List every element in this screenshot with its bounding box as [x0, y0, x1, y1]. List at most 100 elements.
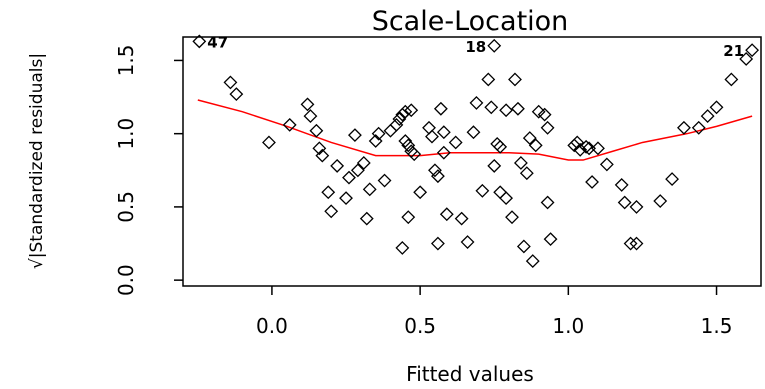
data-point — [629, 199, 644, 214]
data-point — [395, 240, 410, 255]
data-point — [356, 156, 371, 170]
data-point — [522, 131, 537, 145]
data-point — [413, 185, 428, 200]
data-point — [466, 125, 481, 140]
data-point — [407, 147, 422, 162]
data-point — [579, 139, 594, 154]
data-point — [300, 97, 315, 112]
data-point — [629, 236, 644, 251]
data-point — [262, 135, 276, 150]
data-point — [508, 72, 522, 87]
data-point — [469, 95, 484, 110]
data-point — [392, 112, 407, 126]
data-point — [623, 236, 638, 251]
data-point — [229, 87, 244, 102]
data-point — [454, 211, 469, 226]
data-point — [383, 123, 398, 138]
data-point — [537, 107, 552, 122]
data-point — [540, 195, 555, 210]
x-tick-label: 1.0 — [552, 314, 584, 338]
data-point — [724, 72, 739, 87]
y-tick-label: 1.5 — [114, 45, 138, 77]
data-point — [436, 125, 451, 140]
data-point — [487, 158, 502, 173]
data-point — [745, 43, 760, 58]
data-point — [309, 123, 324, 138]
data-point — [528, 138, 543, 153]
data-point — [401, 210, 416, 225]
data-point — [700, 109, 715, 124]
point-label: 21 — [723, 42, 744, 60]
data-point — [677, 120, 691, 135]
data-point — [371, 126, 386, 141]
data-point — [653, 194, 668, 208]
y-axis-label: √|Standardized residuals| — [27, 53, 47, 269]
data-point — [223, 75, 238, 90]
data-point — [312, 141, 327, 156]
data-points — [192, 34, 760, 269]
data-point — [484, 100, 499, 115]
data-point — [439, 207, 454, 222]
data-point — [460, 235, 475, 249]
data-point — [599, 157, 614, 172]
data-point — [359, 211, 374, 226]
data-point — [591, 141, 605, 156]
data-point — [339, 191, 353, 206]
x-tick-label: 1.5 — [701, 314, 733, 338]
data-point — [487, 38, 502, 53]
data-point — [404, 103, 419, 118]
data-point — [430, 169, 445, 184]
data-point — [493, 139, 508, 154]
point-label: 47 — [207, 33, 228, 51]
x-tick-label: 0.5 — [404, 314, 436, 338]
data-point — [739, 52, 754, 66]
data-point — [398, 104, 413, 119]
data-point — [691, 120, 706, 135]
x-axis: 0.0 0.5 1.0 1.5 — [256, 286, 732, 338]
data-point — [614, 178, 629, 192]
data-point — [324, 204, 339, 219]
data-point — [436, 145, 451, 160]
data-point — [513, 156, 528, 170]
data-point — [511, 101, 525, 116]
data-point — [389, 117, 404, 132]
data-point — [531, 104, 546, 119]
data-point — [425, 129, 439, 144]
chart-title: Scale-Location — [372, 6, 569, 37]
data-point — [665, 172, 679, 186]
data-point — [493, 185, 508, 200]
data-point — [540, 120, 555, 135]
y-tick-label: 1.0 — [114, 118, 138, 150]
plot-frame — [182, 36, 762, 287]
data-point — [617, 195, 632, 210]
y-axis: 0.0 0.5 1.0 1.5 — [114, 45, 183, 296]
data-point — [433, 101, 448, 116]
data-point — [347, 128, 362, 143]
data-point — [362, 182, 377, 197]
point-labels: 47 18 21 — [207, 33, 744, 60]
data-point — [192, 34, 207, 49]
data-point — [570, 135, 585, 150]
data-point — [709, 100, 724, 115]
data-point — [543, 232, 558, 247]
data-point — [342, 170, 356, 185]
data-point — [321, 185, 336, 200]
x-tick-label: 0.0 — [256, 314, 288, 338]
data-point — [350, 163, 365, 178]
x-axis-label: Fitted values — [406, 362, 534, 386]
y-tick-label: 0.5 — [114, 191, 138, 223]
data-point — [519, 166, 534, 181]
data-point — [401, 138, 416, 153]
data-point — [499, 103, 514, 118]
data-point — [395, 107, 410, 122]
data-point — [475, 183, 490, 198]
data-point — [525, 254, 540, 269]
data-point — [282, 117, 297, 132]
data-point — [481, 72, 496, 87]
data-point — [499, 191, 514, 206]
data-point — [567, 138, 582, 153]
data-point — [428, 163, 442, 178]
y-tick-label: 0.0 — [114, 264, 138, 296]
data-point — [330, 158, 345, 173]
